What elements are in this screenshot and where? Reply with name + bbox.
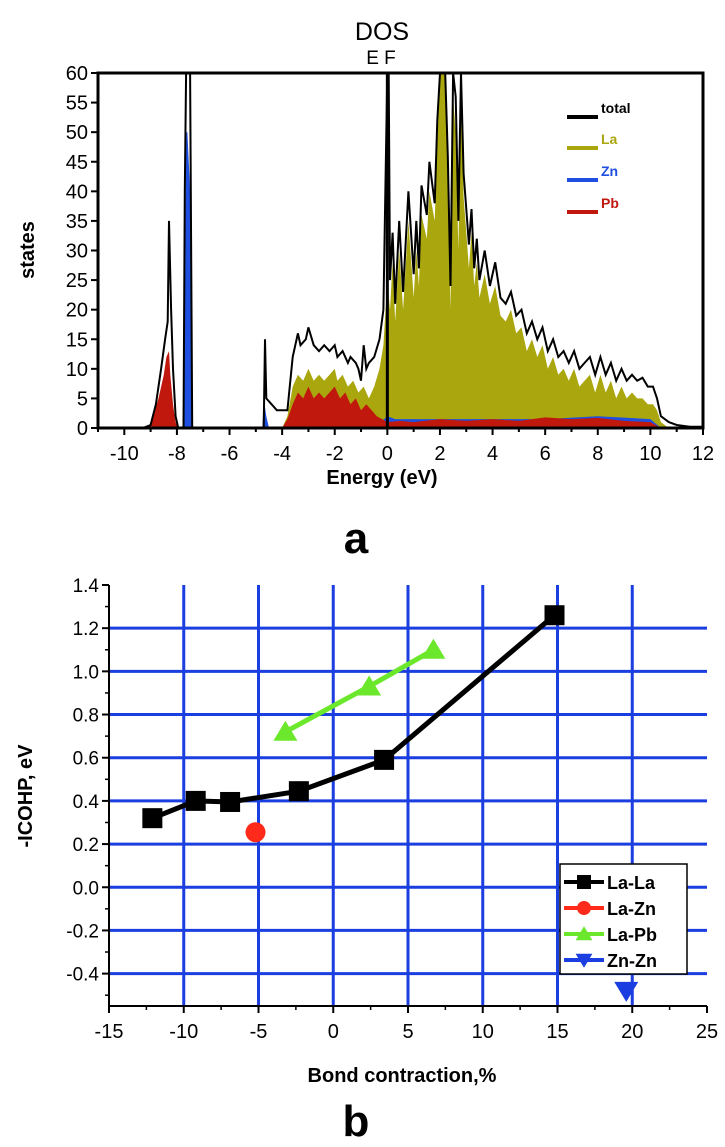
cohp-y-tick-label: 0.2 xyxy=(73,835,99,856)
cohp-point-la-zn xyxy=(245,822,266,843)
dos-legend-label-zn: Zn xyxy=(601,163,618,179)
dos-areas xyxy=(98,72,703,429)
dos-x-tick-label: 4 xyxy=(487,443,498,465)
cohp-legend-marker-zn-zn xyxy=(575,953,593,968)
dos-x-tick-label: -4 xyxy=(273,443,291,465)
dos-y-tick-label: 10 xyxy=(66,359,88,381)
dos-x-tick-label: 8 xyxy=(592,443,603,465)
dos-y-tick-label: 35 xyxy=(66,211,88,233)
dos-y-tick-label: 20 xyxy=(66,300,88,322)
dos-y-axis-label: states xyxy=(17,221,39,279)
cohp-legend: La-La La-Zn La-Pb Zn-Zn xyxy=(559,863,688,975)
cohp-point-zn-zn xyxy=(614,981,639,1002)
dos-line-total xyxy=(98,72,703,429)
dos-x-tick-label: 2 xyxy=(434,443,445,465)
cohp-x-tick-label: 10 xyxy=(472,1021,494,1043)
panel-label-b: b xyxy=(343,1097,370,1146)
dos-x-tick-label: -8 xyxy=(168,443,186,465)
cohp-x-tick-label: -5 xyxy=(250,1021,268,1043)
dos-y-tick-label: 50 xyxy=(66,122,88,144)
cohp-chart: -15 -10 -5 0 5 10 15 20 25 1.4 1.2 1.0 0.8 0.6 0.4 0.2 0… xyxy=(15,576,718,1087)
dos-y-tick-label: 60 xyxy=(66,63,88,85)
dos-area-pb xyxy=(98,351,703,428)
cohp-y-tick-label: 0.6 xyxy=(73,749,99,770)
dos-y-tick-label: 25 xyxy=(66,270,88,292)
cohp-x-tick-label: 20 xyxy=(621,1021,643,1043)
dos-x-tick-label: -6 xyxy=(221,443,239,465)
fermi-label: E F xyxy=(366,48,396,69)
dos-x-tick-label: -10 xyxy=(110,443,139,465)
cohp-legend-label-la-zn: La-Zn xyxy=(607,899,656,919)
dos-y-tick-label: 40 xyxy=(66,181,88,203)
cohp-x-tick-label: 5 xyxy=(402,1021,413,1043)
cohp-y-tick-label: -0.2 xyxy=(66,921,99,942)
dos-area-la xyxy=(98,73,703,428)
cohp-point-la-la xyxy=(185,790,206,811)
cohp-legend-label-zn-zn: Zn-Zn xyxy=(607,951,657,971)
dos-title: DOS xyxy=(355,18,409,46)
cohp-point-la-pb xyxy=(421,638,446,659)
dos-y-tick-label: 45 xyxy=(66,152,88,174)
cohp-legend-marker-la-la xyxy=(577,875,591,889)
cohp-axes: -15 -10 -5 0 5 10 15 20 25 1.4 1.2 1.0 0.8 0.6 0.4 0.2 0… xyxy=(66,576,718,1043)
cohp-x-tick-label: -15 xyxy=(95,1021,124,1043)
dos-y-tick-label: 15 xyxy=(66,329,88,351)
cohp-point-la-la xyxy=(288,781,309,802)
cohp-point-la-la xyxy=(544,605,565,626)
cohp-y-tick-label: -0.4 xyxy=(66,965,99,986)
cohp-x-tick-label: 15 xyxy=(546,1021,568,1043)
cohp-legend-marker-la-zn xyxy=(577,901,591,915)
panel-label-a: a xyxy=(344,514,369,563)
cohp-point-la-pb xyxy=(273,720,298,741)
dos-x-tick-label: 0 xyxy=(382,443,393,465)
dos-x-axis-label: Energy (eV) xyxy=(326,467,437,489)
dos-y-tick-label: 30 xyxy=(66,241,88,263)
dos-legend-label-total: total xyxy=(601,100,631,116)
cohp-y-tick-label: 1.0 xyxy=(73,662,99,683)
cohp-y-tick-label: 0.4 xyxy=(73,792,100,813)
dos-y-tick-label: 0 xyxy=(77,418,88,440)
cohp-y-tick-label: 1.2 xyxy=(73,619,99,640)
cohp-line-la-la xyxy=(151,613,557,821)
cohp-point-la-la xyxy=(374,749,395,770)
cohp-x-tick-label: 25 xyxy=(696,1021,718,1043)
cohp-line-la-pb xyxy=(284,647,435,734)
cohp-x-tick-label: 0 xyxy=(328,1021,339,1043)
dos-legend: total La Zn Pb xyxy=(567,100,631,214)
cohp-legend-label-la-la: La-La xyxy=(607,873,656,893)
cohp-legend-marker-la-pb xyxy=(575,926,593,941)
dos-x-tick-label: 6 xyxy=(540,443,551,465)
dos-legend-label-pb: Pb xyxy=(601,195,619,211)
dos-legend-label-la: La xyxy=(601,131,618,147)
cohp-series xyxy=(142,605,639,1002)
cohp-y-tick-label: 1.4 xyxy=(73,576,100,597)
dos-x-tick-label: 10 xyxy=(639,443,661,465)
cohp-point-la-la xyxy=(142,808,163,829)
cohp-y-axis-label: -ICOHP, eV xyxy=(15,744,37,848)
cohp-legend-label-la-pb: La-Pb xyxy=(607,925,657,945)
dos-chart: DOS E F -10 -8 -6 -4 -2 0 2 4 6 8 10 12 0 5 10 15 20 25 30… xyxy=(17,18,714,489)
cohp-y-tick-label: 0.0 xyxy=(73,878,99,899)
cohp-point-la-la xyxy=(220,791,241,812)
cohp-point-la-pb xyxy=(357,675,382,696)
dos-x-tick-label: 12 xyxy=(692,443,714,465)
cohp-y-tick-label: 0.8 xyxy=(73,706,99,727)
dos-x-tick-label: -2 xyxy=(326,443,344,465)
cohp-x-axis-label: Bond contraction,% xyxy=(308,1065,497,1087)
dos-axes: -10 -8 -6 -4 -2 0 2 4 6 8 10 12 0 5 10 15 20 25 30 35 40 45 50… xyxy=(66,63,714,465)
cohp-x-tick-label: -10 xyxy=(169,1021,198,1043)
dos-y-tick-label: 5 xyxy=(77,388,88,410)
dos-y-tick-label: 55 xyxy=(66,93,88,115)
